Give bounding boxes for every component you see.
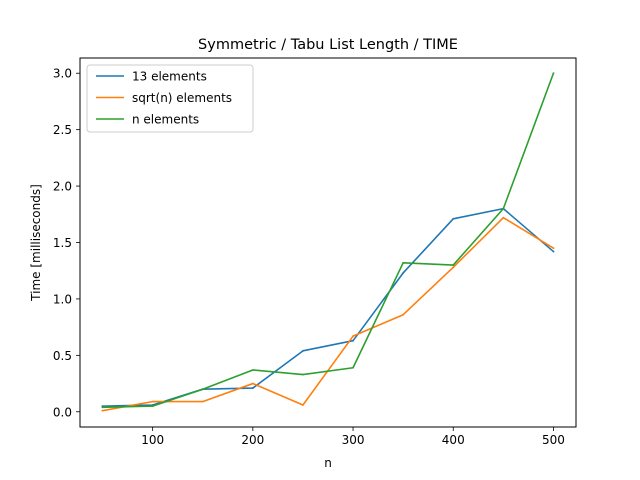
x-tick-label: 300 [342,433,365,447]
y-tick-label: 2.5 [53,123,72,137]
y-tick-label: 2.0 [53,180,72,194]
data-point [352,335,354,338]
data-point [251,387,254,389]
x-tick-label: 200 [241,433,264,447]
x-axis-label: n [324,456,332,470]
data-point [452,217,455,220]
legend-label-2: sqrt(n) elements [132,91,232,105]
data-point [402,261,405,264]
data-point [452,264,455,266]
legend-label-3: n elements [132,113,199,127]
chart-title: Symmetric / Tabu List Length / TIME [198,37,458,53]
data-point [502,216,505,219]
y-tick-label: 1.0 [53,292,72,306]
y-tick-label: 0.0 [53,405,72,419]
data-point [251,369,254,371]
data-point [302,349,304,352]
data-point [302,373,304,376]
data-series [101,72,555,412]
y-tick-label: 0.5 [53,349,72,363]
data-point [151,400,154,403]
data-point [552,72,555,75]
data-point [452,266,455,269]
x-tick-label: 100 [141,433,164,447]
data-point [402,313,405,316]
data-point [101,409,104,412]
y-axis-label: Time [milliseconds] [29,184,43,302]
data-point [151,405,154,408]
data-point [201,388,204,391]
data-point [352,366,354,369]
plot-area-frame [79,57,577,428]
data-point [352,339,354,342]
series-line-3 [101,72,555,409]
legend-label-1: 13 elements [132,70,207,84]
x-tick-label: 500 [542,433,565,447]
data-point [302,404,304,406]
y-tick-label: 3.0 [53,67,72,81]
data-point [201,400,204,403]
data-point [552,247,555,250]
x-tick-label: 400 [442,433,465,447]
axis-ticks: 100 200 300 400 500 0.0 0.5 1.0 1.5 2.0 2.5 3.0 [53,67,565,447]
data-point [552,250,555,253]
y-tick-label: 1.5 [53,236,72,250]
legend: 13 elements sqrt(n) elements n elements [86,64,254,133]
data-point [251,382,254,385]
data-point [101,406,104,409]
data-point [502,207,505,210]
data-point [402,272,405,274]
legend-box [86,64,254,133]
